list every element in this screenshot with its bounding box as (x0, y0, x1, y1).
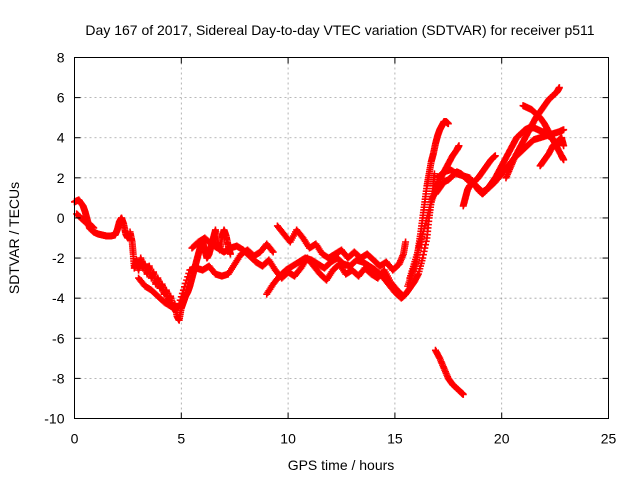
data-point (173, 306, 181, 314)
x-axis-label: GPS time / hours (288, 457, 395, 473)
y-tick-label: -6 (52, 330, 65, 346)
y-tick-label: -8 (52, 370, 65, 386)
y-tick-label: 0 (57, 210, 65, 226)
data-point (226, 250, 234, 258)
data-point (174, 303, 182, 311)
x-tick-labels: 0 5 10 15 20 25 (71, 431, 617, 447)
x-tick-label: 25 (601, 431, 617, 447)
y-tick-label: 4 (57, 130, 65, 146)
y-tick-label: -2 (52, 250, 65, 266)
data-point (182, 279, 190, 287)
data-point (175, 300, 183, 308)
data-point (183, 276, 191, 284)
data-point (560, 126, 568, 134)
plot-frame (74, 57, 609, 419)
y-axis-label: SDTVAR / TECUs (6, 182, 22, 294)
x-tick-label: 5 (177, 431, 185, 447)
data-series (71, 84, 568, 398)
data-point (176, 296, 184, 304)
y-tick-label: 6 (57, 90, 65, 106)
data-point (184, 273, 192, 281)
chart-title: Day 167 of 2017, Sidereal Day-to-day VTE… (85, 22, 594, 38)
x-tick-label: 20 (494, 431, 510, 447)
data-point (455, 142, 463, 150)
data-point (90, 224, 98, 232)
data-point (181, 283, 189, 291)
axis-ticks (74, 57, 609, 419)
y-tick-label: 2 (57, 170, 65, 186)
data-point (459, 390, 467, 398)
y-tick-label: 8 (57, 50, 65, 66)
data-point (177, 293, 185, 301)
x-tick-label: 10 (280, 431, 296, 447)
data-point (560, 156, 568, 164)
data-point (491, 152, 499, 160)
y-tick-labels: -10 -8 -6 -4 -2 0 2 4 6 8 (44, 50, 64, 427)
data-point (560, 142, 568, 150)
y-tick-label: -10 (44, 411, 64, 427)
data-point (179, 286, 187, 294)
x-tick-label: 15 (387, 431, 403, 447)
series-sdtvar (71, 84, 568, 398)
data-point (268, 247, 276, 255)
data-point (555, 84, 563, 92)
y-tick-label: -4 (52, 290, 65, 306)
data-point (444, 120, 452, 128)
data-point (185, 269, 193, 277)
data-point (269, 248, 277, 256)
data-point (178, 289, 186, 297)
x-tick-label: 0 (71, 431, 79, 447)
data-point (402, 238, 410, 246)
